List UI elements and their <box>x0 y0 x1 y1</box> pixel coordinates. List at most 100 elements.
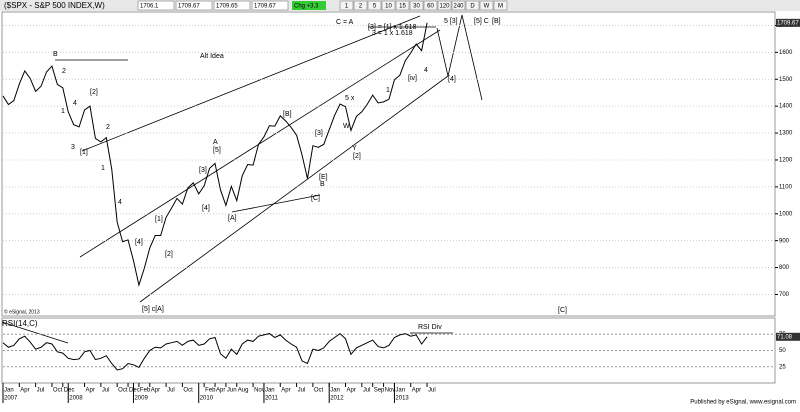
annotation: W <box>343 123 350 130</box>
x-tick-label: Jan <box>330 388 340 394</box>
interval-button[interactable] <box>479 0 494 11</box>
quote-box <box>175 0 213 11</box>
y-tick-label: 900 <box>779 238 790 244</box>
interval-label: 120 <box>439 4 450 10</box>
year-label: 2010 <box>200 396 214 402</box>
interval-button[interactable] <box>339 0 354 11</box>
x-tick-label: Sep <box>374 388 385 394</box>
x-tick-label: Feb <box>205 388 216 394</box>
year-label: 2007 <box>4 396 18 402</box>
annotation: 1 <box>386 87 390 94</box>
price-panel <box>1 11 776 317</box>
x-tick-label: Apr <box>20 388 29 394</box>
interval-button[interactable] <box>423 0 438 11</box>
interval-label: D <box>470 4 475 10</box>
annotation: Alt Idea <box>200 53 224 60</box>
x-tick-label: Nov <box>385 388 396 394</box>
year-label: 2013 <box>395 396 409 402</box>
footer: Published by eSignal, www.esignal.com <box>690 400 796 406</box>
y-tick-label: 1500 <box>779 77 793 83</box>
annotation: 3 = 1 x 1.618 <box>372 30 413 37</box>
quote-box <box>137 0 175 11</box>
symbol: ($SPX - S&P 500 INDEX,W) <box>4 1 105 10</box>
annotation: [3] <box>199 167 207 174</box>
x-tick-label: Oct <box>118 388 128 394</box>
interval-label: 5 <box>373 4 377 10</box>
y-tick-label: 1000 <box>779 211 793 217</box>
annotation: 2 <box>106 124 110 131</box>
y-tick-label: 1400 <box>779 104 793 110</box>
interval-button[interactable] <box>353 0 368 11</box>
annotation: 1 <box>61 108 65 115</box>
copyright: © eSignal, 2013 <box>4 308 40 315</box>
annotation: 2 <box>62 68 66 75</box>
annotation: B <box>320 181 325 188</box>
drawings <box>1 14 483 344</box>
annotation: 4 <box>424 67 428 74</box>
interval-label: M <box>498 4 503 10</box>
channel-lower <box>139 75 449 303</box>
x-tick-label: Oct <box>183 388 193 394</box>
y-tick-label: 25 <box>779 364 786 370</box>
interval-button[interactable] <box>381 0 396 11</box>
annotation: C = A <box>336 19 354 26</box>
interval-button[interactable] <box>451 0 466 11</box>
y-tick-label: 1200 <box>779 158 793 164</box>
x-tick-label: Apr <box>412 388 421 394</box>
change-box <box>292 1 326 10</box>
y-tick-label: 50 <box>779 348 786 354</box>
x-tick-label: Jan <box>265 388 275 394</box>
interval-label: 15 <box>399 4 406 10</box>
interval-button[interactable] <box>437 0 452 11</box>
last-value: 1709.67 <box>777 20 799 26</box>
x-tick-label: Oct <box>314 388 324 394</box>
x-tick-label: Nov <box>254 388 265 394</box>
x-tick-label: Dec <box>64 388 75 394</box>
year-label: 2008 <box>69 396 83 402</box>
y-tick-label: 700 <box>779 292 790 298</box>
x-tick-label: Jan <box>395 388 405 394</box>
annotation: [A] <box>228 215 237 222</box>
annotation: [1] <box>80 149 88 156</box>
annotation: [2] <box>353 153 361 160</box>
quote: 1709.65 <box>216 4 238 10</box>
series-line <box>2 332 428 371</box>
annotation: [3] = [1] x 1.618 <box>368 24 417 31</box>
annotation: 1 <box>101 165 105 172</box>
annotation: 5 x <box>345 95 355 102</box>
annotation: [4] <box>448 76 456 83</box>
x-tick-label: Jul <box>428 388 436 394</box>
annotation: RSI Div <box>418 324 442 331</box>
x-tick-label: Apr <box>151 388 160 394</box>
interval-button[interactable] <box>367 0 382 11</box>
interval-button[interactable] <box>465 0 480 11</box>
annotation: [3] <box>315 130 323 137</box>
annotation: [C] <box>311 195 320 202</box>
y-tick-label: 1100 <box>779 184 793 190</box>
interval-button[interactable] <box>493 0 508 11</box>
annotation: 3 <box>71 144 75 151</box>
y-tick-label: 1600 <box>779 50 793 56</box>
interval-label: 60 <box>427 4 434 10</box>
annotation: [5] C <box>474 18 489 25</box>
interval-button[interactable] <box>409 0 424 11</box>
year-label: 2011 <box>265 396 279 402</box>
annotation: [4] <box>202 205 210 212</box>
x-tick-label: Apr <box>86 388 95 394</box>
interval-button[interactable] <box>395 0 410 11</box>
quote-box <box>213 0 251 11</box>
x-tick-label: Oct <box>53 388 63 394</box>
annotation: [5] <box>213 147 221 154</box>
annotation: [4] <box>135 239 143 246</box>
annotation: [B] <box>283 111 292 118</box>
interval-label: 240 <box>453 4 464 10</box>
interval-label: 10 <box>385 4 392 10</box>
x-tick-label: Jan <box>4 388 14 394</box>
annotation: [5] c[A] <box>142 306 164 313</box>
x-tick-label: Apr <box>216 388 225 394</box>
line-a <box>231 194 321 213</box>
interval-label: 30 <box>413 4 420 10</box>
x-tick-label: Jul <box>298 388 306 394</box>
x-tick-label: Jun <box>227 388 237 394</box>
